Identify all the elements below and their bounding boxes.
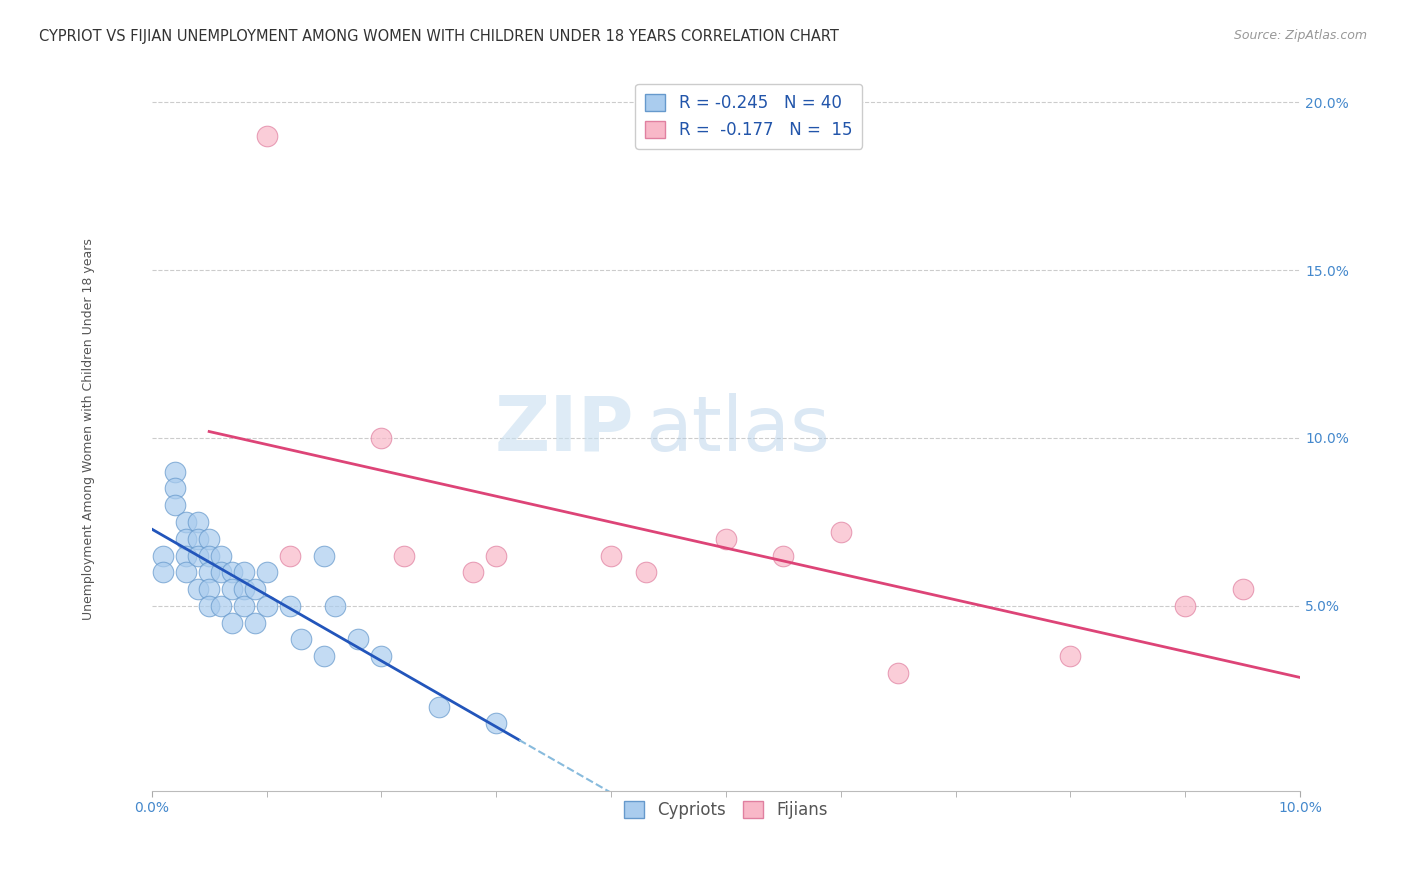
Point <box>772 549 794 563</box>
Point <box>600 549 623 563</box>
Point <box>325 599 347 613</box>
Point <box>221 582 243 596</box>
Text: Unemployment Among Women with Children Under 18 years: Unemployment Among Women with Children U… <box>82 239 96 621</box>
Point <box>152 566 174 580</box>
Text: Source: ZipAtlas.com: Source: ZipAtlas.com <box>1233 29 1367 42</box>
Point <box>290 632 312 647</box>
Point <box>427 699 450 714</box>
Legend: Cypriots, Fijians: Cypriots, Fijians <box>617 794 834 826</box>
Point <box>312 649 335 664</box>
Point <box>1174 599 1197 613</box>
Point <box>198 549 221 563</box>
Point <box>634 566 657 580</box>
Point <box>174 515 197 529</box>
Point <box>370 431 392 445</box>
Point <box>312 549 335 563</box>
Point <box>243 615 266 630</box>
Point <box>152 549 174 563</box>
Point <box>198 566 221 580</box>
Point <box>278 599 301 613</box>
Point <box>485 716 508 731</box>
Point <box>174 549 197 563</box>
Point <box>174 566 197 580</box>
Point <box>187 515 209 529</box>
Point <box>187 582 209 596</box>
Point <box>830 524 852 539</box>
Point <box>187 549 209 563</box>
Point <box>198 532 221 546</box>
Point <box>163 465 186 479</box>
Point <box>221 566 243 580</box>
Text: CYPRIOT VS FIJIAN UNEMPLOYMENT AMONG WOMEN WITH CHILDREN UNDER 18 YEARS CORRELAT: CYPRIOT VS FIJIAN UNEMPLOYMENT AMONG WOM… <box>39 29 839 44</box>
Point <box>174 532 197 546</box>
Point <box>163 498 186 512</box>
Point <box>243 582 266 596</box>
Point <box>232 582 254 596</box>
Text: ZIP: ZIP <box>495 392 634 467</box>
Point <box>209 566 232 580</box>
Point <box>256 566 278 580</box>
Point <box>278 549 301 563</box>
Point <box>256 128 278 143</box>
Point <box>187 532 209 546</box>
Point <box>485 549 508 563</box>
Point <box>370 649 392 664</box>
Point <box>463 566 485 580</box>
Point <box>256 599 278 613</box>
Point <box>198 599 221 613</box>
Point <box>209 599 232 613</box>
Point <box>394 549 416 563</box>
Point <box>347 632 370 647</box>
Point <box>1059 649 1081 664</box>
Point <box>198 582 221 596</box>
Point <box>232 599 254 613</box>
Point <box>221 615 243 630</box>
Point <box>1232 582 1254 596</box>
Point <box>714 532 737 546</box>
Point <box>232 566 254 580</box>
Point <box>163 481 186 495</box>
Text: atlas: atlas <box>645 392 831 467</box>
Point <box>887 666 910 681</box>
Point <box>209 549 232 563</box>
